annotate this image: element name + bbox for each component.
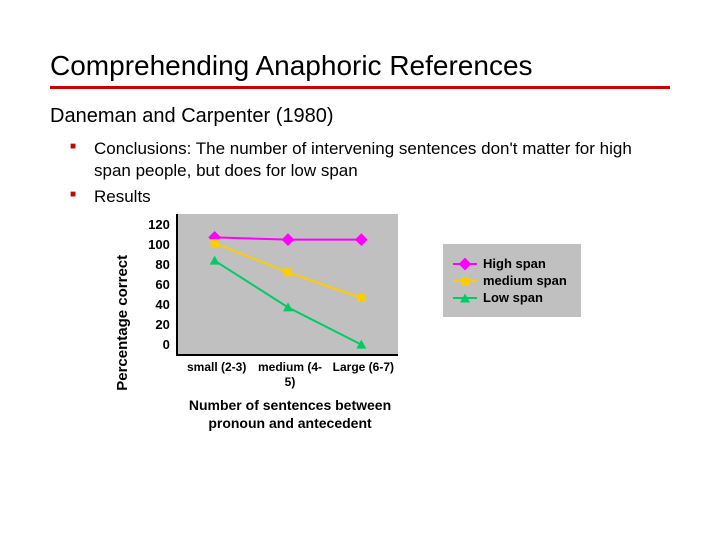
x-axis-label: Number of sentences between pronoun and …: [165, 397, 415, 432]
bullet-list: Conclusions: The number of intervening s…: [70, 138, 670, 208]
subtitle: Daneman and Carpenter (1980): [50, 105, 670, 128]
y-ticks: 120 100 80 60 40 20 0: [148, 214, 176, 354]
chart-container: Percentage correct 120 100 80 60 40 20 0…: [110, 214, 670, 432]
legend-item: medium span: [453, 273, 567, 288]
title-underline: [50, 86, 670, 89]
chart-legend: High span medium span Low span: [443, 244, 581, 317]
bullet-item: Conclusions: The number of intervening s…: [70, 138, 670, 182]
legend-item: High span: [453, 256, 567, 271]
y-axis-label: Percentage correct: [110, 214, 131, 432]
chart-plot: [176, 214, 398, 356]
legend-item: Low span: [453, 290, 567, 305]
bullet-item: Results: [70, 186, 670, 208]
page-title: Comprehending Anaphoric References: [50, 50, 670, 82]
x-tick-labels: small (2-3) medium (4-5) Large (6-7): [180, 360, 400, 389]
